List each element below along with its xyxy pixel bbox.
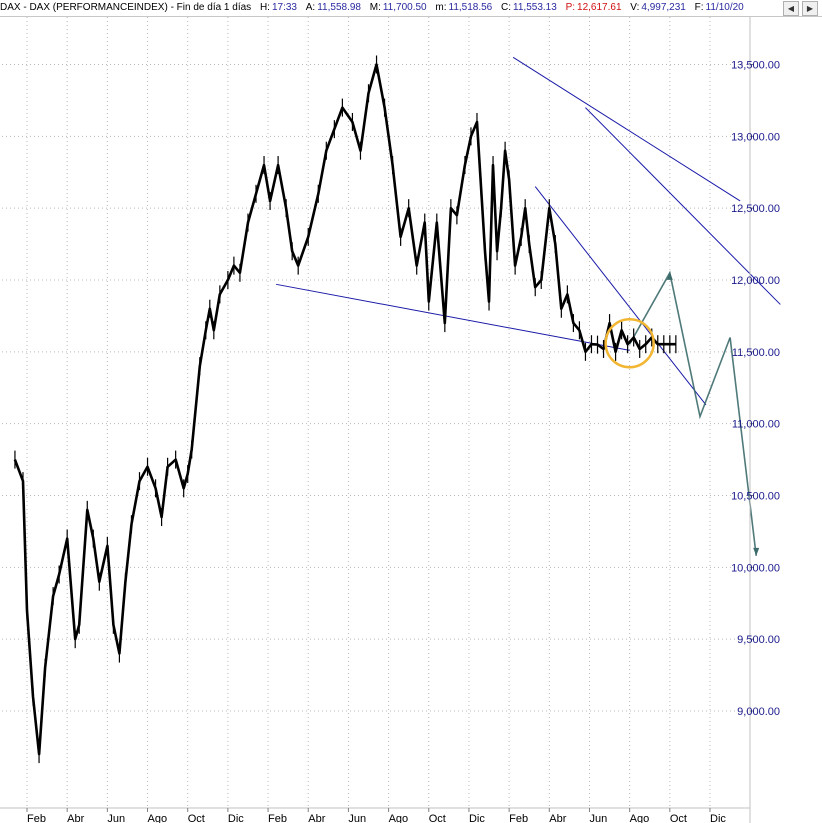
x-tick-label: Ago (148, 813, 168, 823)
x-tick-label: Abr (67, 813, 84, 823)
trendline (534, 186, 707, 406)
c-value: 11,553.13 (513, 2, 557, 13)
x-tick-label: Feb (509, 813, 528, 823)
x-tick-label: Jun (589, 813, 607, 823)
y-tick-label: 12,000.00 (731, 275, 780, 287)
p-value: 12,617.61 (577, 2, 622, 13)
a-value: 11,558.98 (317, 2, 361, 13)
y-tick-label: 13,000.00 (731, 131, 780, 143)
trendline (276, 283, 630, 351)
x-tick-label: Ago (389, 813, 409, 823)
projection-arrowhead (666, 271, 673, 280)
p-label: P: (565, 2, 576, 13)
trendline (512, 56, 741, 202)
header-nav: ◀ ▶ (782, 1, 820, 16)
v-label: V: (630, 2, 640, 13)
x-tick-label: Dic (228, 813, 244, 823)
x-tick-label: Dic (710, 813, 726, 823)
price-layer (13, 55, 677, 764)
y-tick-label: 9,500.00 (737, 634, 780, 646)
projection-path-final (729, 337, 757, 556)
y-tick-label: 9,000.00 (737, 706, 780, 718)
x-tick-label: Abr (308, 813, 325, 823)
price-series-line (13, 63, 676, 756)
h-value: 17:33 (271, 2, 297, 13)
v-value: 4,997,231 (641, 2, 686, 13)
projection-layer (628, 270, 760, 556)
m-label: M: (369, 2, 381, 13)
scroll-right-icon[interactable]: ▶ (802, 1, 818, 16)
projection-path (628, 270, 731, 420)
scroll-left-icon[interactable]: ◀ (783, 1, 799, 16)
low-label: m: (435, 2, 447, 13)
f-value: 11/10/20 (705, 2, 744, 13)
c-label: C: (501, 2, 512, 13)
x-axis: Feb Abr Jun Ago Oct Dic Feb Abr Jun Ago Oct Dic Feb A… (0, 807, 750, 823)
y-tick-label: 10,500.00 (731, 491, 780, 503)
x-tick-label: Oct (429, 813, 446, 823)
highlight-layer (604, 317, 655, 369)
a-label: A: (305, 2, 316, 13)
x-tick-label: Ago (630, 813, 650, 823)
x-tick-label: Feb (27, 813, 46, 823)
f-label: F: (694, 2, 704, 13)
x-tick-label: Oct (670, 813, 687, 823)
highlight-circle (604, 317, 655, 369)
x-tick-label: Feb (268, 813, 287, 823)
chart-header: DAX - DAX (PERFORMANCEINDEX) - Fin de dí… (0, 0, 822, 17)
x-tick-label: Jun (348, 813, 366, 823)
x-tick-label: Oct (188, 813, 205, 823)
low-value: 11,518.56 (448, 2, 493, 13)
y-axis: 9,000.00 9,500.00 10,000.00 10,500.00 11,000… (731, 17, 780, 823)
y-tick-label: 13,500.00 (731, 60, 780, 72)
y-tick-label: 10,000.00 (731, 562, 780, 574)
y-tick-label: 11,000.00 (732, 419, 780, 431)
h-label: H: (259, 2, 270, 13)
y-tick-label: 12,500.00 (731, 203, 780, 215)
trendline-layer (276, 56, 781, 406)
y-tick-label: 11,500.00 (732, 347, 780, 359)
x-tick-label: Dic (469, 813, 485, 823)
x-tick-label: Abr (549, 813, 566, 823)
m-value: 11,700.50 (382, 2, 427, 13)
symbol-title: DAX - DAX (PERFORMANCEINDEX) - Fin de dí… (0, 2, 252, 13)
trendline (585, 107, 781, 305)
price-chart: 9,000.00 9,500.00 10,000.00 10,500.00 11,000… (0, 17, 781, 823)
projection-arrowhead (753, 547, 760, 556)
x-tick-label: Jun (107, 813, 125, 823)
